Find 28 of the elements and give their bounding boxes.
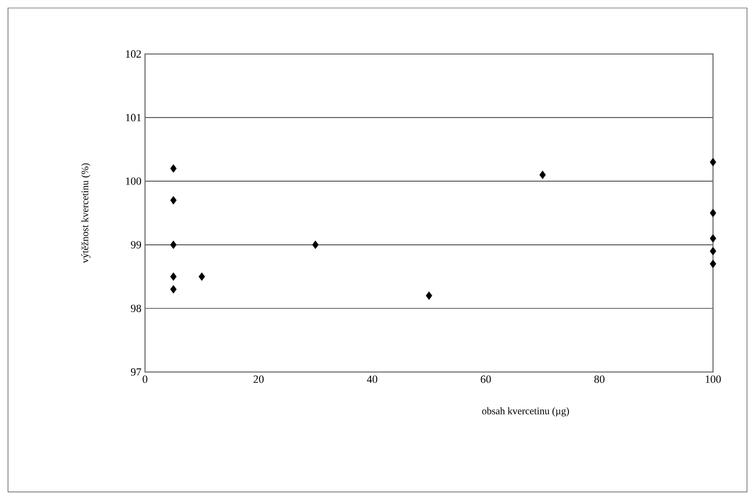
y-axis-title: výtěžnost kvercetinu (%) bbox=[81, 163, 90, 264]
point bbox=[170, 240, 177, 249]
y-tick-label: 101 bbox=[126, 114, 141, 122]
point bbox=[710, 158, 716, 166]
y-tick-label: 98 bbox=[130, 304, 142, 312]
point bbox=[710, 246, 716, 256]
x-tick-label: 80 bbox=[594, 376, 604, 383]
point bbox=[170, 196, 177, 204]
x-tick-label: 0 bbox=[142, 376, 148, 383]
x-tick-label: 60 bbox=[480, 376, 491, 383]
y-tick-label: 102 bbox=[126, 50, 141, 58]
point bbox=[426, 291, 432, 300]
x-axis-title: obsah kvercetinu (µg) bbox=[482, 407, 569, 416]
point bbox=[170, 164, 177, 173]
point bbox=[170, 285, 177, 294]
x-tick-label: 20 bbox=[254, 376, 264, 383]
y-tick-label: 97 bbox=[130, 368, 142, 376]
point bbox=[198, 272, 206, 281]
point bbox=[312, 240, 319, 249]
point bbox=[710, 260, 716, 268]
point bbox=[170, 272, 177, 281]
x-tick-label: 40 bbox=[366, 376, 378, 383]
point bbox=[710, 234, 716, 243]
y-tick-label: 100 bbox=[126, 177, 142, 185]
point bbox=[539, 170, 546, 180]
point bbox=[710, 208, 716, 218]
x-tick-label: 100 bbox=[706, 376, 721, 383]
y-tick-label: 99 bbox=[130, 241, 142, 248]
